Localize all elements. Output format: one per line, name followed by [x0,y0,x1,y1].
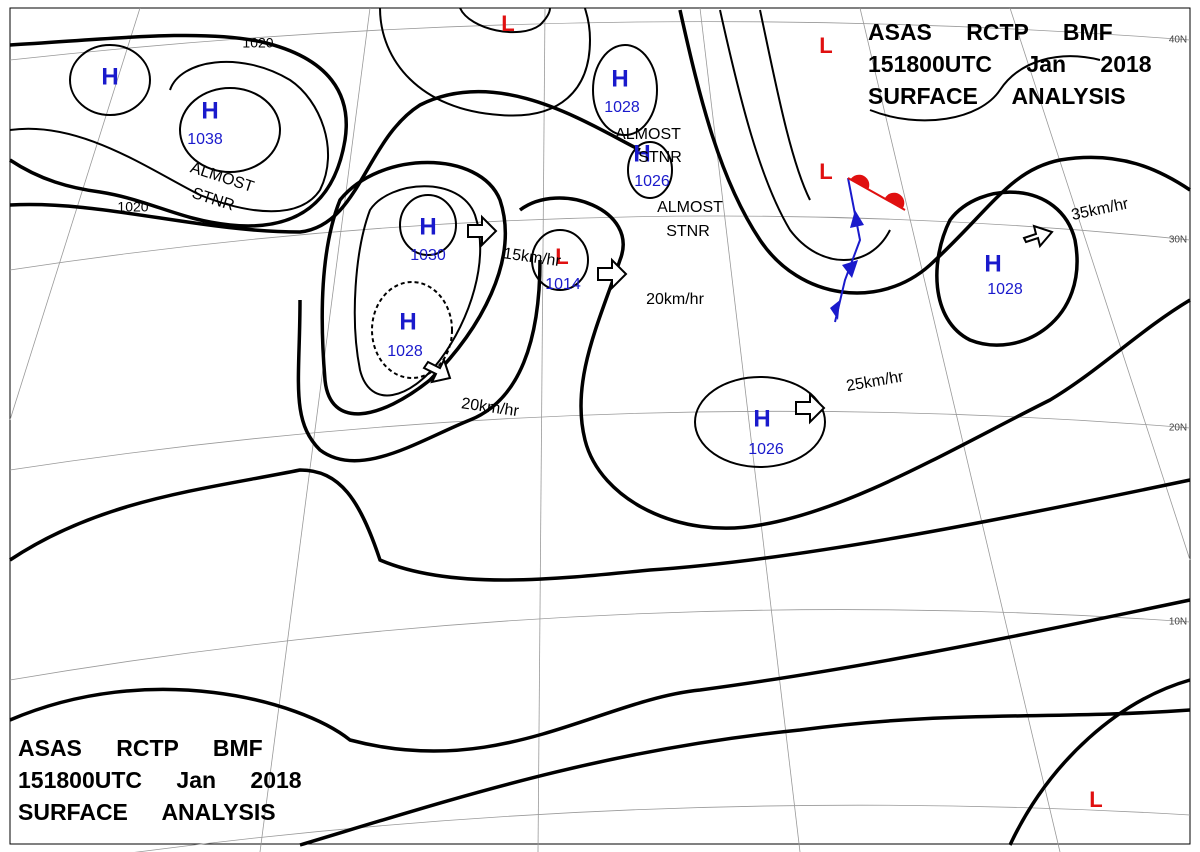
pressure-center: L [1089,787,1102,812]
pressure-center: H [201,97,218,124]
header-line: ASAS RCTP BMF [18,735,263,761]
pressure-value: 1028 [604,99,640,116]
pressure-value: 1014 [545,276,581,293]
pressure-value: 1038 [187,131,223,148]
fronts [830,174,906,323]
pressure-center: H [611,65,628,92]
pressure-center: H [419,213,436,240]
annotation: ALMOST [657,199,723,216]
header-line: ASAS RCTP BMF [868,19,1113,45]
header-line: SURFACE ANALYSIS [18,799,276,825]
motion-arrows [422,214,1054,425]
latitude-label: 20N [1169,423,1187,434]
pressure-center: H [753,405,770,432]
latitude-label: 30N [1169,235,1187,246]
motion-speed: 20km/hr [646,291,704,308]
pressure-value: 1028 [987,281,1023,298]
header-line: 151800UTC Jan 2018 [868,51,1152,77]
pressure-value: 1026 [634,173,670,190]
pressure-center: H [984,250,1001,277]
pressure-center: L [819,159,832,184]
pressure-center: H [399,308,416,335]
header-line: 151800UTC Jan 2018 [18,767,302,793]
latitude-label: 40N [1169,35,1187,46]
latitude-label: 10N [1169,617,1187,628]
pressure-center: H [101,63,118,90]
pressure-center: L [501,11,514,36]
annotation: ALMOST [615,126,681,143]
pressure-value: 1028 [387,343,423,360]
pressure-value: 1026 [748,441,784,458]
annotation: STNR [666,223,710,240]
labels: ASAS RCTP BMF 151800UTC Jan 2018 SURFACE A… [18,11,1187,825]
annotation: STNR [638,149,682,166]
pressure-value: 1030 [410,247,446,264]
isobar-label: 1020 [242,35,273,51]
pressure-center: L [819,33,832,58]
isobar-label: 1020 [117,199,148,215]
header-line: SURFACE ANALYSIS [868,83,1126,109]
map-frame [9,7,1191,845]
pressure-center: L [555,244,568,269]
isobars [9,7,1191,847]
pressure-center: H [633,140,650,167]
